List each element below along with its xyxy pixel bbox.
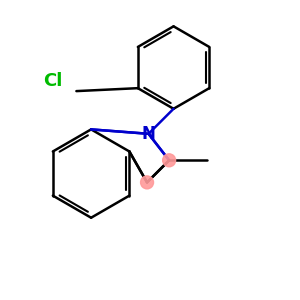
Text: Cl: Cl	[43, 72, 62, 90]
Text: N: N	[142, 125, 155, 143]
Circle shape	[163, 154, 176, 167]
Circle shape	[141, 176, 154, 189]
